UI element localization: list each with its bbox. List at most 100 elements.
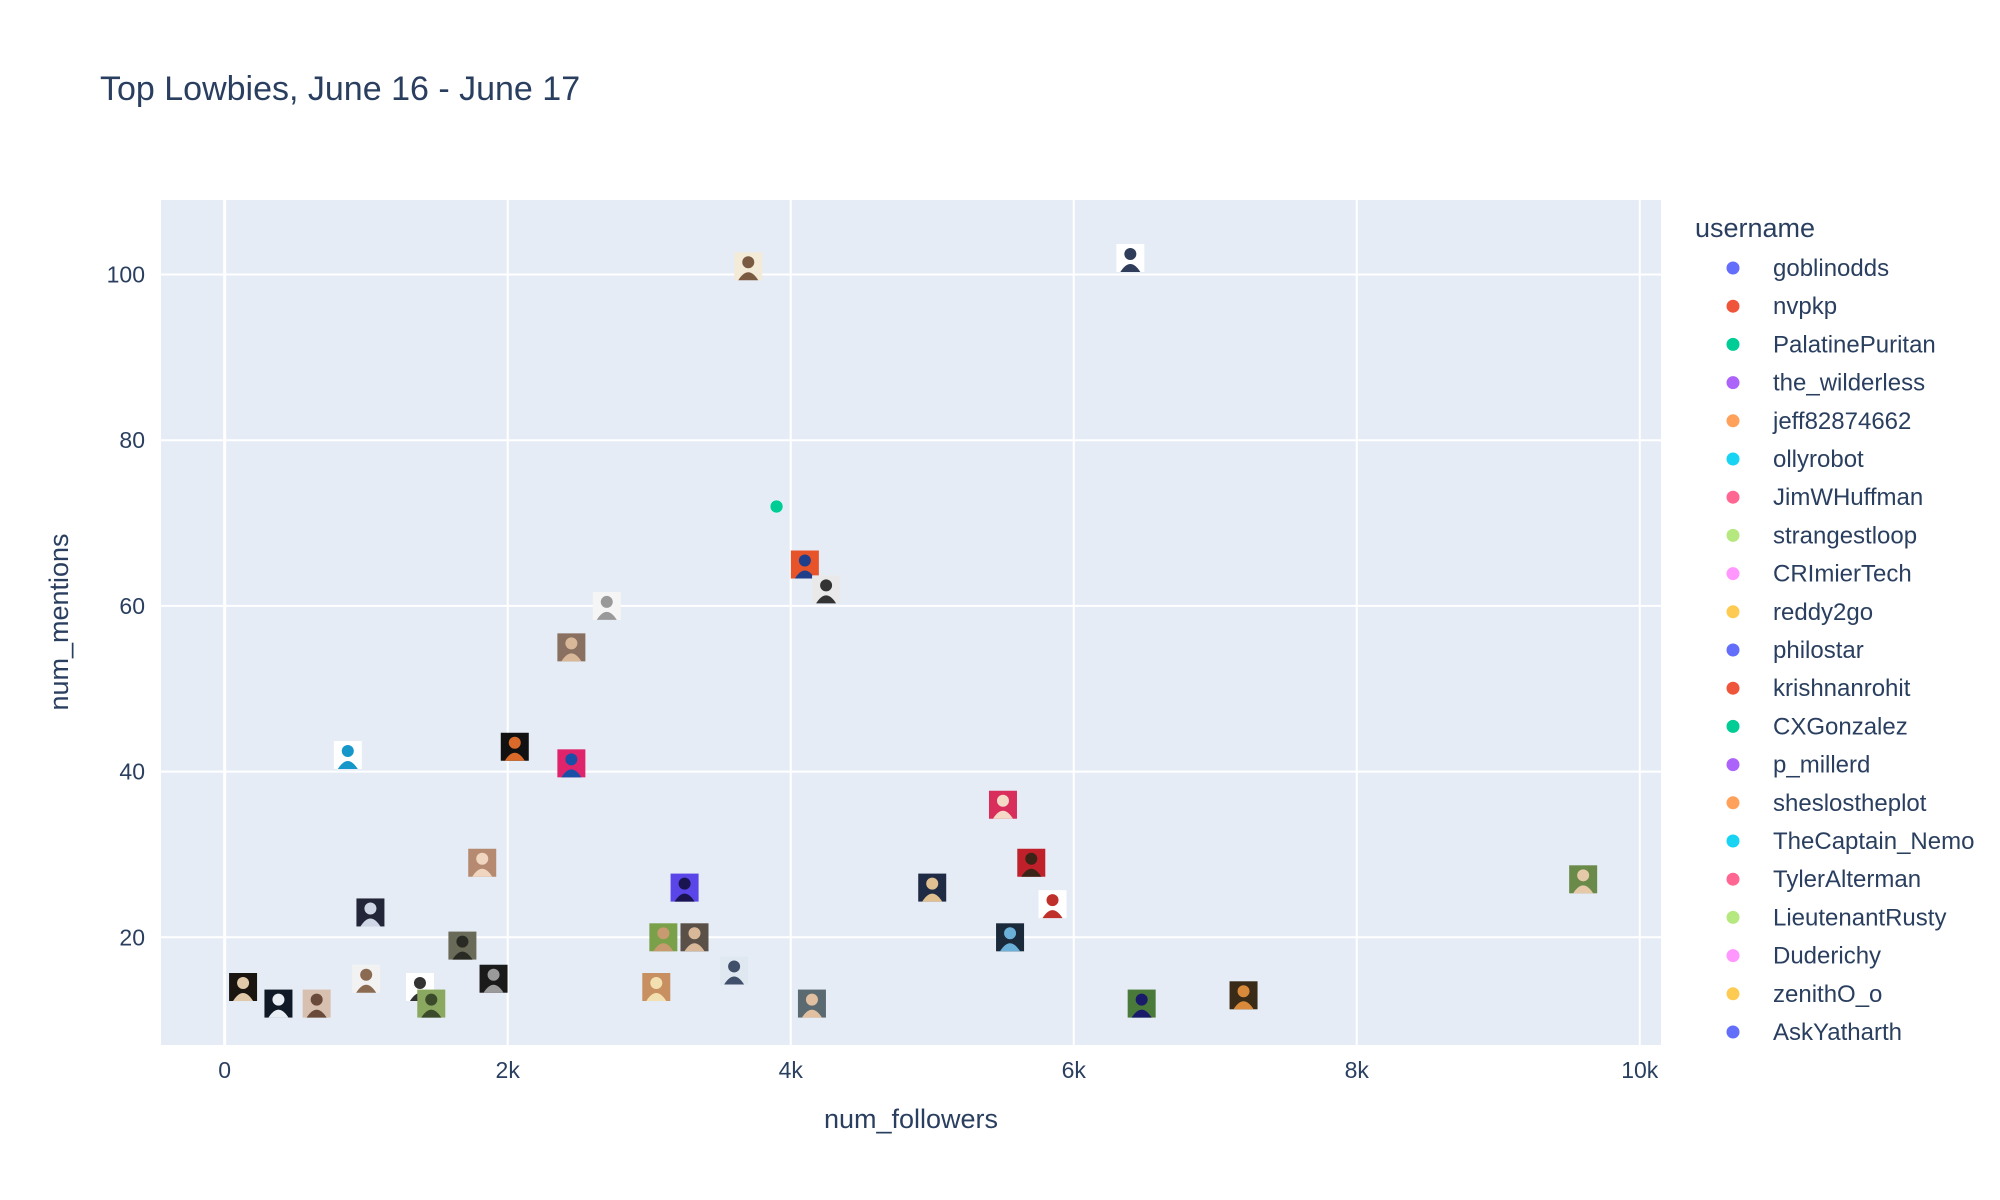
legend-marker: [1726, 643, 1740, 657]
legend-item: ollyrobot: [1726, 446, 1864, 473]
avatar-body: [646, 993, 667, 1002]
legend-label: strangestloop: [1773, 522, 1917, 549]
legend-item: zenithO_o: [1726, 981, 1882, 1008]
legend-item: the_wilderless: [1726, 370, 1925, 397]
avatar-point: [356, 898, 385, 927]
avatar-body: [452, 951, 473, 960]
avatar-body: [504, 752, 525, 761]
avatar-body: [561, 653, 582, 662]
avatar-body: [684, 943, 705, 952]
legend-marker: [1726, 834, 1740, 848]
legend-label: Duderichy: [1773, 943, 1881, 970]
legend-item: JimWHuffman: [1726, 484, 1923, 511]
x-axis-ticks: 0 2k 4k 6k 8k 10k: [218, 1057, 1659, 1083]
avatar-head: [341, 745, 354, 758]
avatar-body: [801, 1009, 822, 1018]
legend-item: sheslostheplot: [1726, 790, 1927, 817]
avatar-body: [472, 868, 493, 877]
legend-label: JimWHuffman: [1773, 484, 1923, 511]
avatar-body: [674, 893, 695, 902]
legend-marker: [1726, 452, 1740, 466]
avatar-head: [1577, 869, 1590, 882]
legend-marker: [1726, 414, 1740, 428]
avatar-head: [1124, 247, 1137, 260]
avatar-body: [596, 611, 617, 620]
avatar-point: [1229, 981, 1258, 1010]
avatar-body: [724, 976, 745, 985]
avatar-body: [653, 943, 674, 952]
avatar-point: [468, 848, 497, 877]
legend-item: nvpkp: [1726, 293, 1837, 320]
legend-marker: [1726, 796, 1740, 810]
legend-items: goblinodds nvpkp PalatinePuritan the_wilder…: [1726, 255, 1974, 1046]
legend-item: Duderichy: [1726, 943, 1881, 970]
avatar-point: [642, 973, 671, 1002]
legend-label: sheslostheplot: [1773, 790, 1927, 817]
x-tick-label: 6k: [1062, 1057, 1087, 1083]
legend-item: goblinodds: [1726, 255, 1889, 282]
avatar-head: [237, 977, 250, 990]
legend-label: krishnanrohit: [1773, 675, 1911, 702]
avatar-head: [425, 993, 438, 1006]
avatar-body: [816, 595, 837, 604]
legend-item: p_millerd: [1726, 752, 1870, 779]
avatar-point: [417, 989, 446, 1018]
y-tick-label: 100: [107, 262, 145, 288]
avatar-body: [1021, 868, 1042, 877]
avatar-body: [1000, 943, 1021, 952]
avatar-head: [565, 753, 578, 766]
avatar-point: [720, 956, 749, 985]
avatar-point: [1038, 890, 1067, 919]
avatar-body: [360, 918, 381, 927]
avatar-point: [790, 550, 819, 579]
avatar-body: [794, 570, 815, 579]
y-tick-label: 40: [119, 759, 145, 785]
y-tick-label: 80: [119, 427, 145, 453]
avatar-point: [557, 749, 586, 778]
y-tick-label: 20: [119, 924, 145, 950]
avatar-body: [1042, 910, 1063, 919]
x-tick-label: 2k: [496, 1057, 521, 1083]
legend-item: CXGonzalez: [1726, 713, 1908, 740]
legend-item: TylerAlterman: [1726, 866, 1921, 893]
avatar-head: [798, 554, 811, 567]
legend: username goblinodds nvpkp PalatinePuritan t…: [1695, 213, 1974, 1046]
legend-label: nvpkp: [1773, 293, 1837, 320]
avatar-head: [742, 256, 755, 269]
avatar-point: [918, 873, 947, 902]
y-axis-ticks: 20 40 60 80 100: [107, 262, 145, 951]
legend-marker: [1726, 376, 1740, 390]
legend-marker: [1726, 987, 1740, 1001]
avatar-head: [360, 968, 373, 981]
gridlines: [161, 200, 1661, 1045]
x-tick-label: 10k: [1621, 1057, 1659, 1083]
avatar-body: [421, 1009, 442, 1018]
avatar-head: [1046, 894, 1059, 907]
avatar-head: [805, 993, 818, 1006]
x-tick-label: 4k: [779, 1057, 804, 1083]
avatar-body: [233, 993, 254, 1002]
avatar-head: [926, 877, 939, 890]
avatar-point: [670, 873, 699, 902]
legend-label: PalatinePuritan: [1773, 331, 1936, 358]
legend-label: TylerAlterman: [1773, 866, 1921, 893]
legend-marker: [1726, 490, 1740, 504]
avatar-head: [996, 794, 1009, 807]
avatar-point: [500, 732, 529, 761]
legend-marker: [1726, 299, 1740, 313]
x-tick-label: 0: [218, 1057, 231, 1083]
avatar-head: [650, 977, 663, 990]
legend-label: CRImierTech: [1773, 561, 1912, 588]
avatar-head: [600, 595, 613, 608]
avatar-head: [565, 637, 578, 650]
legend-item: reddy2go: [1726, 599, 1873, 626]
chart-title: Top Lowbies, June 16 - June 17: [100, 70, 580, 108]
avatar-point: [988, 790, 1017, 819]
avatar-point: [333, 741, 362, 770]
legend-label: p_millerd: [1773, 752, 1870, 779]
legend-label: zenithO_o: [1773, 981, 1882, 1008]
legend-marker: [1726, 528, 1740, 542]
legend-item: krishnanrohit: [1726, 675, 1911, 702]
avatar-point: [352, 964, 381, 993]
